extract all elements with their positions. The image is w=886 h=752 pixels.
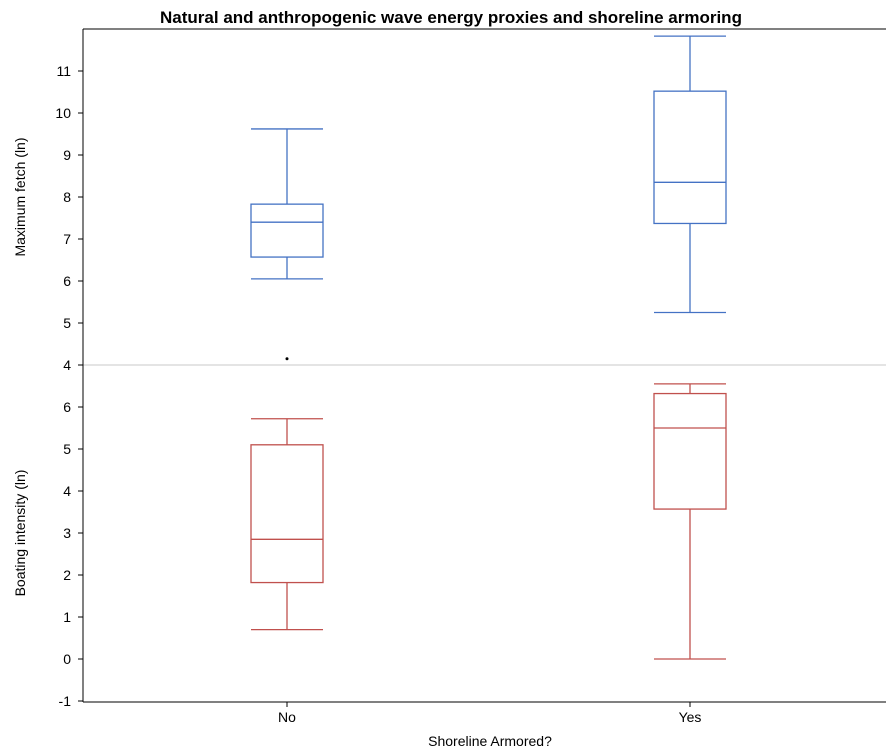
boating-y-tick-label: 0 <box>63 651 71 667</box>
fetch-y-tick-label: 6 <box>63 273 71 289</box>
boating-y-tick-label: 6 <box>63 399 71 415</box>
boating-y-tick-label: 2 <box>63 567 71 583</box>
x-tick-label-yes: Yes <box>679 709 702 725</box>
fetch-y-tick-label: 5 <box>63 315 71 331</box>
x-axis-title: Shoreline Armored? <box>428 733 552 749</box>
boating-y-tick-label: 4 <box>63 483 71 499</box>
fetch-y-axis-title: Maximum fetch (ln) <box>12 137 28 256</box>
boating-yes-box <box>653 392 727 510</box>
chart-title: Natural and anthropogenic wave energy pr… <box>160 8 742 27</box>
boating-y-tick-label: 5 <box>63 441 71 457</box>
fetch-y-tick-label: 11 <box>56 63 71 79</box>
boating-y-tick-label: -1 <box>59 693 72 709</box>
fetch-no-box <box>250 203 324 258</box>
fetch-y-tick-label: 7 <box>63 231 71 247</box>
x-tick-label-no: No <box>278 709 296 725</box>
fetch-y-tick-label: 9 <box>63 147 71 163</box>
boating-no-box <box>250 444 324 584</box>
fetch-no-outlier <box>285 357 289 361</box>
boating-y-tick-label: 1 <box>63 609 71 625</box>
fetch-y-tick-label: 4 <box>63 357 71 373</box>
boating-y-axis-title: Boating intensity (ln) <box>12 470 28 597</box>
fetch-yes-box <box>653 90 727 225</box>
fetch-y-tick-label: 8 <box>63 189 71 205</box>
boating-y-tick-label: 3 <box>63 525 71 541</box>
fetch-y-tick-label: 10 <box>55 105 71 121</box>
